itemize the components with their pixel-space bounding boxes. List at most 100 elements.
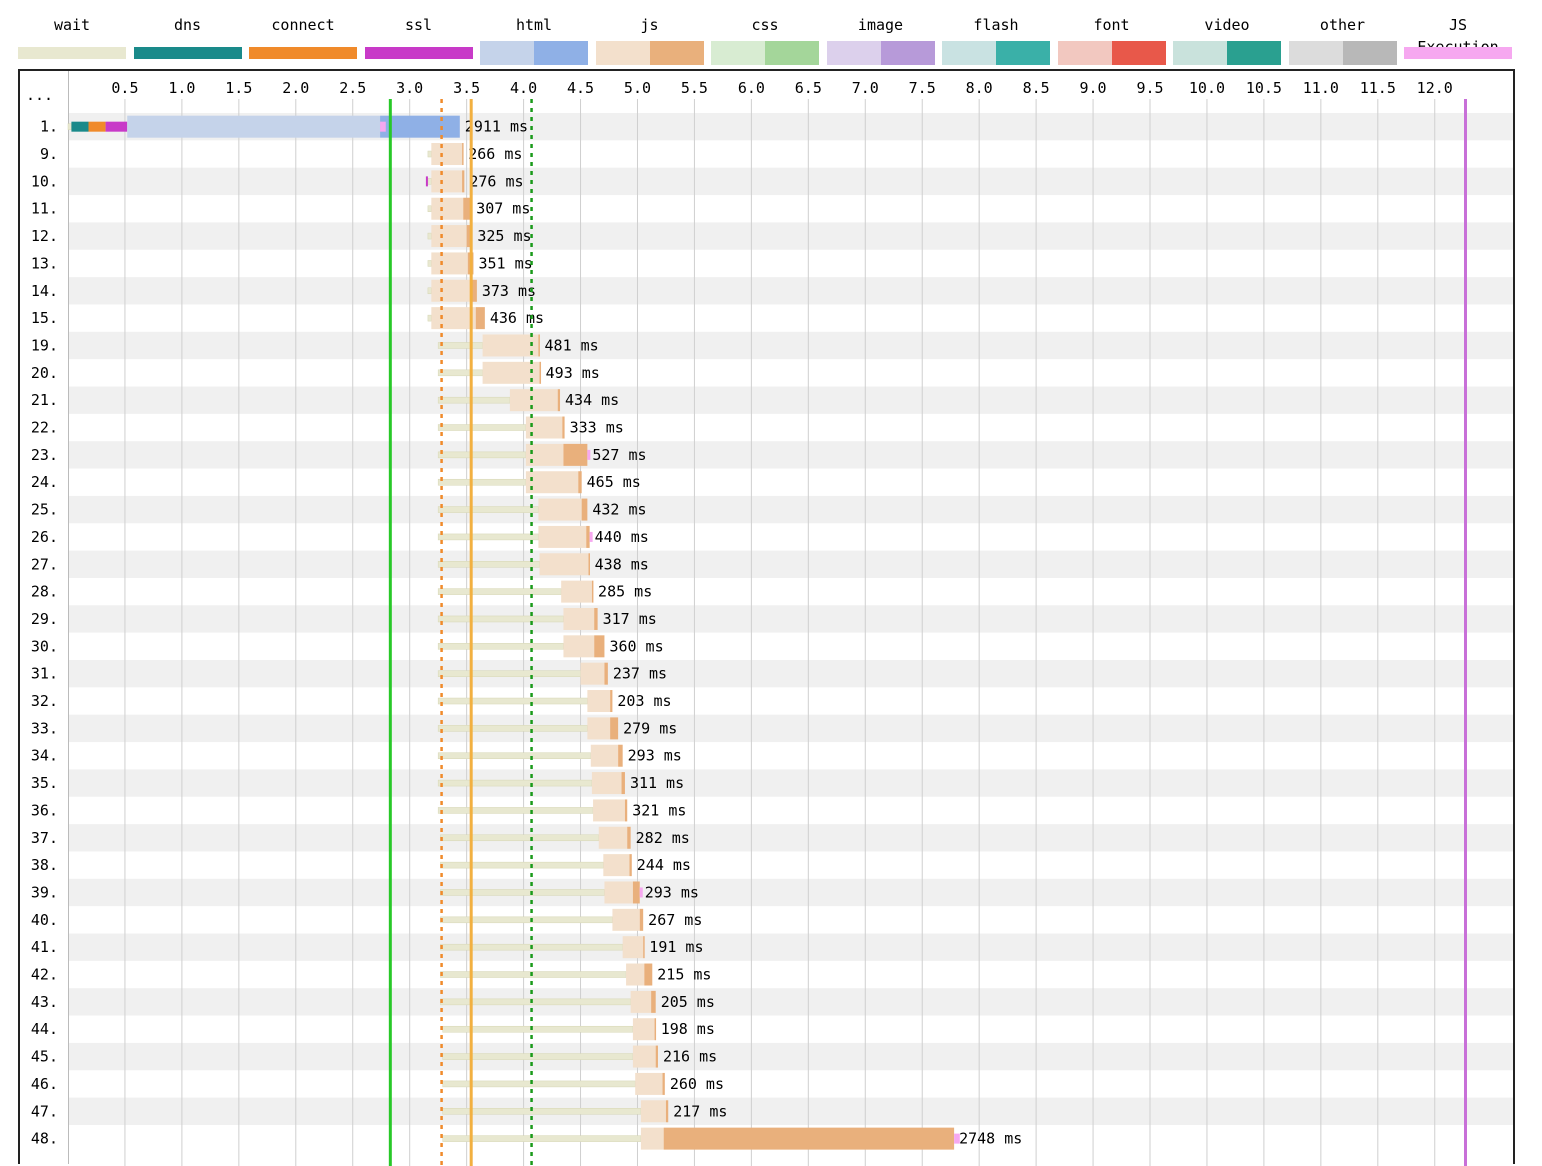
wait-bar (437, 725, 588, 732)
download-bar (643, 936, 645, 959)
download-bar (586, 525, 590, 548)
duration-label: 438 ms (595, 555, 649, 573)
legend-swatch (249, 47, 357, 59)
legend-swatch (133, 47, 242, 59)
request-bar (604, 881, 633, 904)
request-bar (632, 1045, 656, 1068)
request-bar (632, 1018, 655, 1041)
tick-label: 9.5 (1136, 79, 1163, 97)
request-bar (612, 908, 640, 931)
connect-bar (88, 121, 106, 132)
request-bar (539, 553, 589, 576)
row-label: 13. (31, 254, 58, 272)
download-bar (610, 690, 613, 713)
row-label: 15. (31, 309, 58, 327)
row-stripe (69, 878, 1513, 907)
row-label: 11. (31, 200, 58, 218)
legend-swatch (1173, 41, 1281, 65)
request-bar (509, 389, 558, 412)
download-bar (655, 1045, 658, 1068)
download-bar (538, 334, 540, 357)
legend: wait dns connect ssl html js css image flash font… (0, 0, 1542, 66)
wait-bar (427, 150, 432, 158)
js-execution-bar (587, 449, 591, 460)
row-stripe (69, 495, 1513, 524)
tick-label: 10.5 (1246, 79, 1282, 97)
wait-bar (440, 998, 631, 1006)
row-stripe (69, 605, 1513, 633)
duration-label: 237 ms (613, 665, 667, 683)
row-label: 28. (31, 583, 58, 601)
request-bar (525, 416, 563, 439)
duration-label: 215 ms (657, 966, 711, 984)
download-bar (557, 389, 561, 412)
wait-bar (427, 205, 432, 212)
legend-swatch (480, 41, 588, 65)
legend-label: ssl (404, 16, 433, 34)
tick-label: 5.5 (681, 79, 708, 97)
wait-bar (437, 615, 564, 623)
wait-bar (437, 396, 511, 404)
row-label: 29. (31, 610, 58, 628)
duration-label: 266 ms (468, 145, 522, 163)
duration-label: 260 ms (670, 1075, 724, 1093)
wait-bar (437, 478, 527, 486)
tick-label: 8.0 (966, 79, 993, 97)
row-stripe (69, 550, 1513, 578)
wait-bar (440, 971, 627, 978)
duration-label: 351 ms (478, 254, 532, 272)
tick-label: 5.0 (624, 79, 651, 97)
js-execution-bar (954, 1133, 960, 1144)
download-bar (588, 553, 591, 576)
download-bar (632, 881, 640, 904)
download-bar (621, 772, 625, 795)
download-bar (662, 1072, 665, 1095)
row-stripe (69, 714, 1513, 743)
tick-label: 11.5 (1360, 79, 1396, 97)
legend-item-dns: dns (133, 14, 242, 64)
tick-label: 7.0 (852, 79, 879, 97)
duration-label: 432 ms (592, 501, 646, 519)
row-label: 1. (40, 118, 58, 136)
download-bar (624, 799, 628, 822)
download-bar (629, 854, 632, 877)
request-bar (591, 772, 622, 795)
wait-bar (67, 123, 72, 130)
request-bar (598, 826, 628, 849)
request-bar (561, 580, 592, 603)
wait-bar (440, 916, 613, 924)
wait-bar (437, 533, 539, 541)
tick-label: 2.5 (339, 79, 366, 97)
request-bar (563, 635, 595, 658)
duration-label: 205 ms (661, 993, 715, 1011)
download-bar (462, 143, 464, 166)
row-stripe (69, 1097, 1513, 1125)
row-label: 44. (31, 1020, 58, 1038)
request-bar (603, 854, 630, 877)
legend-item-wait: wait (18, 14, 126, 64)
tick-label: 3.0 (396, 79, 423, 97)
request-bar (482, 361, 540, 384)
row-stripe (69, 824, 1513, 852)
legend-swatch (942, 41, 1050, 65)
row-label-column (20, 71, 69, 1164)
wait-bar (427, 260, 432, 267)
request-bar (563, 607, 595, 630)
legend-label: css (751, 16, 779, 34)
download-bar (578, 471, 582, 494)
tick-label: 10.0 (1189, 79, 1225, 97)
legend-label: html (515, 16, 553, 34)
tick-label: 4.5 (567, 79, 594, 97)
download-bar (651, 990, 656, 1013)
js-execution-bar (639, 887, 643, 898)
legend-label: dns (173, 16, 202, 34)
download-bar (470, 279, 477, 302)
tick-label: 1.5 (225, 79, 252, 97)
row-label: 12. (31, 227, 58, 245)
request-bar (431, 307, 476, 330)
request-bar (525, 443, 564, 466)
download-bar (644, 963, 653, 986)
download-bar (663, 1127, 955, 1150)
duration-label: 434 ms (565, 391, 619, 409)
download-bar (475, 307, 485, 330)
